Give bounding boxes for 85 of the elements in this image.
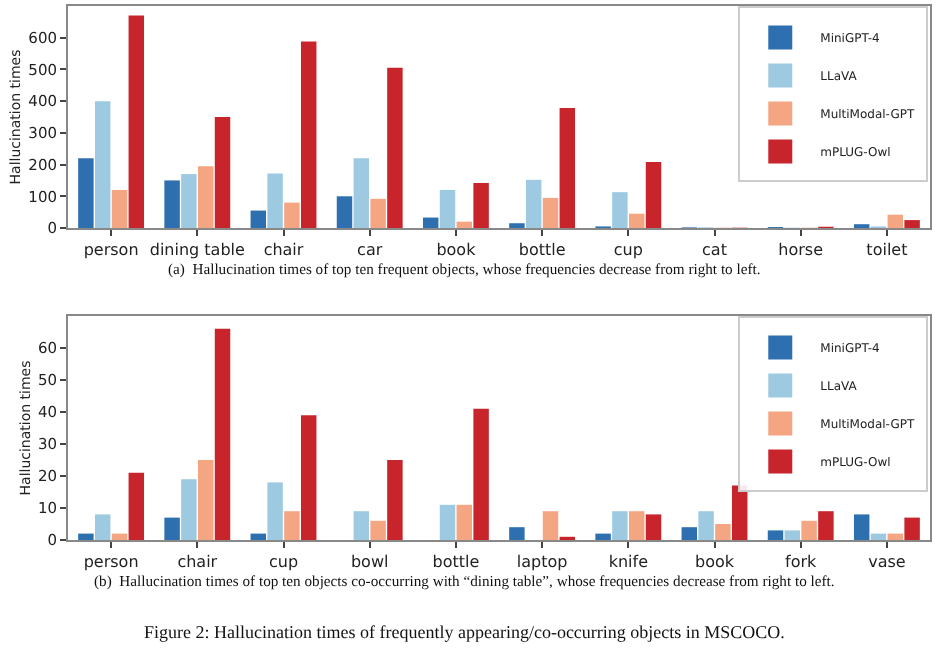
bar <box>353 158 370 228</box>
x-tick-label: person <box>83 241 139 260</box>
bar <box>784 530 801 540</box>
x-tick-label: cat <box>702 241 727 260</box>
bar <box>887 533 904 540</box>
x-tick-label: horse <box>778 241 824 260</box>
x-tick-label: chair <box>177 553 219 572</box>
bar <box>870 533 887 540</box>
bar <box>94 101 111 228</box>
bar <box>853 514 870 540</box>
bar <box>197 460 214 540</box>
bar <box>715 524 731 540</box>
x-tick-label: chair <box>263 241 305 260</box>
bar <box>818 511 834 540</box>
bar <box>542 197 559 228</box>
bar <box>422 217 439 228</box>
x-tick-label: laptop <box>516 553 568 572</box>
bar <box>181 479 197 540</box>
x-tick-label: car <box>357 241 384 260</box>
bar <box>94 514 111 540</box>
x-tick-label: knife <box>608 553 649 572</box>
bar <box>612 192 628 228</box>
x-tick-label: toilet <box>866 241 908 260</box>
bar <box>300 41 317 228</box>
bar <box>542 511 559 540</box>
bar <box>387 460 403 540</box>
bar <box>336 196 353 228</box>
bar <box>164 180 180 228</box>
bar <box>300 415 317 540</box>
bar <box>439 189 456 228</box>
bar <box>370 520 386 540</box>
bar <box>128 472 145 540</box>
bar <box>509 527 525 540</box>
bar <box>78 158 94 228</box>
bar <box>767 530 784 540</box>
x-tick-label: bowl <box>350 553 389 572</box>
x-tick-label: dining table <box>149 241 245 260</box>
bar <box>284 202 300 228</box>
bar <box>284 511 300 540</box>
bar <box>628 511 645 540</box>
x-tick-label: book <box>436 241 477 260</box>
bar <box>267 173 283 228</box>
bar <box>164 517 180 540</box>
caption: Figure 2: Hallucination times of frequently appearing/co-occurring objects in MSCOCO. <box>144 622 785 642</box>
bar <box>111 533 128 540</box>
bar <box>731 485 748 540</box>
bar <box>370 198 386 228</box>
bar <box>904 517 920 540</box>
bar <box>628 213 645 228</box>
bar <box>197 166 214 228</box>
bar <box>439 504 456 540</box>
bar <box>353 511 370 540</box>
bar <box>456 504 473 540</box>
bar <box>887 214 904 228</box>
bar <box>128 15 145 228</box>
bar <box>473 408 489 540</box>
bar <box>559 108 576 228</box>
bar <box>456 221 473 228</box>
x-tick-label: cup <box>613 241 643 260</box>
x-tick-label: person <box>83 553 139 572</box>
x-tick-label: book <box>695 553 735 572</box>
bar <box>267 482 283 540</box>
bar <box>181 174 197 228</box>
bar <box>250 210 267 228</box>
x-tick-label: cup <box>268 553 299 572</box>
bar <box>78 533 94 540</box>
bar <box>525 179 542 228</box>
x-tick-label: bottle <box>518 241 566 260</box>
bar <box>595 533 611 540</box>
bar <box>214 117 231 228</box>
x-tick-label: bottle <box>432 553 480 572</box>
bar <box>214 328 231 540</box>
bar <box>612 511 628 540</box>
bar <box>681 527 698 540</box>
bar <box>904 220 920 228</box>
bar <box>801 520 817 540</box>
bar <box>645 514 662 540</box>
x-tick-label: fork <box>785 553 818 572</box>
bar <box>645 162 662 228</box>
bar <box>250 533 267 540</box>
bar <box>473 182 489 228</box>
bar <box>698 511 714 540</box>
bar <box>387 67 403 228</box>
bar <box>111 189 128 228</box>
x-tick-label: vase <box>868 553 906 572</box>
